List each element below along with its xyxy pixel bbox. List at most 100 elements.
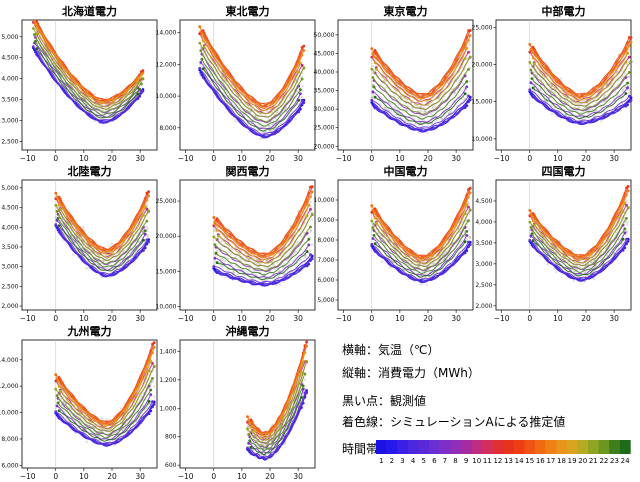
x-tick-label: 10 [79,154,89,163]
x-tick-label: 0 [53,314,58,323]
observed-point [440,98,444,101]
colorbar-hour-label: 4 [411,457,416,465]
y-tick-label: 10,000 [0,410,19,417]
colorbar-hour-label: 2 [390,457,394,465]
estimate-line [213,254,311,284]
estimate-line [58,401,150,442]
observed-point [433,105,437,108]
estimate-line-end [202,76,206,80]
observed-point [71,253,75,257]
estimate-line-end [468,55,472,59]
colorbar-hour-label: 5 [421,457,425,465]
observed-point [418,121,422,125]
estimate-line-end [138,87,142,91]
estimate-line-end [201,39,205,43]
plot-frame [21,19,158,151]
estimate-line-end [248,439,252,443]
observed-point [372,93,375,96]
y-tick-label: 2,000 [475,303,492,310]
observed-point [420,270,424,274]
estimate-line [250,397,302,456]
x-tick-label: 30 [451,154,461,163]
estimate-line-end [56,216,60,220]
estimate-line [57,352,153,426]
estimate-line [374,107,466,133]
estimate-line [374,93,466,126]
estimate-line-end [625,237,628,241]
observed-point [310,243,314,246]
estimate-line-end [215,261,219,264]
observed-point [233,104,236,108]
estimate-line-end [149,393,153,396]
observed-point [220,240,223,243]
estimate-line-end [57,203,61,207]
estimate-line [532,96,627,126]
observed-point [627,75,631,79]
observed-point [144,225,148,228]
estimate-line-end [465,230,469,233]
panel-title: 北陸電力 [68,164,112,178]
estimate-line-end [34,23,37,26]
estimate-line-end [463,212,467,216]
y-tick-label: 3,500 [475,240,492,247]
estimate-line-end [627,44,631,48]
observed-point [310,218,314,221]
estimate-line [58,204,146,256]
estimate-line [201,59,301,127]
estimate-line-end [467,240,470,244]
estimate-line [215,196,311,259]
estimate-line [530,82,628,118]
observed-point [453,92,457,95]
estimate-lines [370,186,472,284]
estimate-line-end [531,86,535,90]
x-tick-label: 30 [135,314,145,323]
estimate-line-end [370,242,374,246]
estimate-line [529,238,627,279]
estimate-line-end [621,248,625,252]
y-tick-label: 8,000 [317,237,334,244]
observed-point [85,267,88,270]
estimate-line-end [371,90,375,94]
estimate-line-end [147,209,151,213]
observed-point [431,105,435,109]
observed-point [85,440,89,444]
observed-point [570,248,574,252]
estimate-line-end [530,232,534,236]
estimate-line [55,224,148,275]
estimate-line-end [200,73,204,77]
x-tick-label: 10 [395,314,405,323]
estimate-line-end [625,203,628,207]
estimate-line-end [248,422,252,425]
estimate-line-end [532,246,536,249]
estimate-line [533,241,629,282]
chart-panel: 北陸電力 −10 0 10 20 30 2,000 2,500 3,000 3,500 4,000 4… [1,164,158,323]
estimate-line-end [303,351,307,354]
estimate-line [203,46,300,115]
observed-point [548,96,552,100]
observed-point [309,229,313,233]
observed-point [448,111,451,115]
colorbar-hour-label: 8 [453,457,457,465]
estimate-line-end [529,213,533,216]
y-tick-label: 3,500 [1,97,18,104]
observed-point [240,259,243,263]
colorbar-hour-label: 7 [443,457,447,465]
observed-point [119,407,123,410]
estimate-line-end [56,199,60,202]
estimate-line-end [309,195,312,199]
observed-point [627,60,630,63]
x-tick-label: 0 [53,472,58,481]
observed-point [300,75,304,79]
estimate-line-end [55,394,59,397]
estimate-line [37,55,144,124]
x-tick-label: 20 [107,472,117,481]
observed-point [294,242,298,245]
estimate-line [57,218,146,268]
observed-point [555,270,558,274]
colorbar-cell [535,440,546,454]
estimate-line-end [31,27,35,30]
observed-point [294,250,298,253]
estimate-line [374,204,468,262]
observed-point [614,91,617,94]
estimate-line-end [373,242,377,246]
